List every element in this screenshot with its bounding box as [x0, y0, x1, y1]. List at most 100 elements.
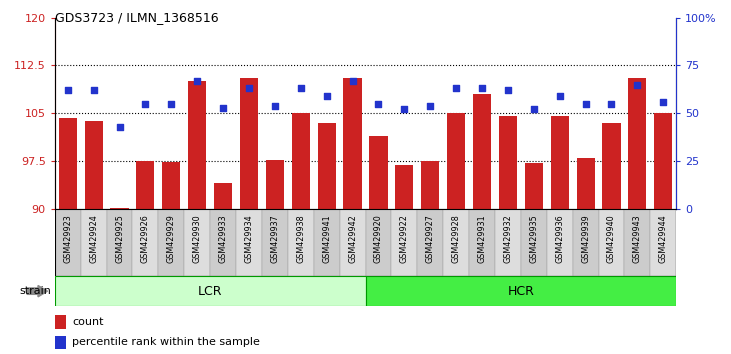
Bar — [469, 209, 495, 276]
Bar — [266, 160, 284, 209]
Point — [114, 124, 126, 130]
Point — [295, 86, 306, 91]
Bar — [550, 116, 569, 209]
Text: GSM429941: GSM429941 — [322, 214, 331, 263]
Bar — [214, 183, 232, 209]
Text: GSM429934: GSM429934 — [244, 214, 254, 263]
Text: GSM429920: GSM429920 — [374, 214, 383, 263]
Bar — [447, 113, 465, 209]
Bar — [473, 94, 491, 209]
Text: GSM429937: GSM429937 — [270, 214, 279, 263]
Bar — [110, 207, 129, 209]
Bar — [162, 162, 181, 209]
Text: GSM429927: GSM429927 — [425, 214, 435, 263]
Point — [217, 105, 229, 110]
Bar — [369, 136, 387, 209]
Text: GSM429936: GSM429936 — [555, 214, 564, 263]
Bar — [80, 209, 107, 276]
Bar — [651, 209, 676, 276]
Text: GSM429932: GSM429932 — [504, 214, 512, 263]
Bar — [525, 163, 543, 209]
Bar — [85, 121, 103, 209]
Bar — [262, 209, 288, 276]
Point — [269, 103, 281, 108]
Bar — [495, 209, 520, 276]
Bar — [443, 209, 469, 276]
Text: count: count — [72, 317, 103, 327]
Bar — [107, 209, 132, 276]
Bar — [344, 78, 362, 209]
Bar — [417, 209, 443, 276]
Point — [450, 86, 462, 91]
Bar — [624, 209, 651, 276]
Bar — [211, 209, 236, 276]
Bar — [317, 123, 336, 209]
Bar — [55, 315, 66, 329]
Point — [632, 82, 643, 87]
Text: GSM429930: GSM429930 — [193, 214, 202, 263]
Bar — [499, 116, 517, 209]
Bar — [55, 336, 66, 349]
Bar — [58, 118, 77, 209]
Bar — [184, 209, 211, 276]
Bar — [159, 209, 184, 276]
Point — [165, 101, 177, 107]
Bar — [654, 113, 673, 209]
Text: percentile rank within the sample: percentile rank within the sample — [72, 337, 260, 348]
Point — [425, 103, 436, 108]
Bar — [602, 123, 621, 209]
Point — [346, 78, 358, 84]
Point — [580, 101, 591, 107]
Text: LCR: LCR — [198, 285, 222, 298]
Bar — [391, 209, 417, 276]
Point — [62, 87, 74, 93]
Point — [192, 78, 203, 84]
Point — [88, 87, 99, 93]
Bar — [395, 165, 414, 209]
Text: GSM429943: GSM429943 — [633, 214, 642, 263]
Text: GSM429922: GSM429922 — [400, 214, 409, 263]
Bar — [628, 78, 646, 209]
Bar — [188, 81, 206, 209]
Point — [502, 87, 514, 93]
Text: GSM429942: GSM429942 — [348, 214, 357, 263]
Text: GSM429923: GSM429923 — [64, 214, 72, 263]
Bar — [599, 209, 624, 276]
Text: GSM429929: GSM429929 — [167, 214, 176, 263]
Text: GSM429928: GSM429928 — [452, 214, 461, 263]
Bar — [521, 209, 547, 276]
Point — [243, 86, 255, 91]
Point — [476, 86, 488, 91]
Text: GSM429940: GSM429940 — [607, 214, 616, 263]
Text: GSM429931: GSM429931 — [477, 214, 487, 263]
Bar — [340, 209, 366, 276]
Bar — [572, 209, 599, 276]
Text: GSM429924: GSM429924 — [89, 214, 98, 263]
Bar — [55, 276, 366, 306]
Bar — [421, 161, 439, 209]
Bar — [137, 161, 154, 209]
Text: HCR: HCR — [507, 285, 534, 298]
Point — [140, 101, 151, 107]
Text: GSM429926: GSM429926 — [141, 214, 150, 263]
Point — [373, 101, 385, 107]
Point — [605, 101, 617, 107]
Point — [321, 93, 333, 99]
Bar — [547, 209, 572, 276]
Bar — [577, 158, 594, 209]
Text: GSM429939: GSM429939 — [581, 214, 590, 263]
Bar — [132, 209, 159, 276]
Text: GSM429933: GSM429933 — [219, 214, 227, 263]
Text: GSM429938: GSM429938 — [296, 214, 306, 263]
Bar — [55, 209, 80, 276]
Text: GDS3723 / ILMN_1368516: GDS3723 / ILMN_1368516 — [55, 11, 219, 24]
Bar — [236, 209, 262, 276]
Bar — [366, 276, 676, 306]
Bar — [240, 78, 258, 209]
Bar — [288, 209, 314, 276]
Point — [657, 99, 669, 105]
Bar — [292, 113, 310, 209]
Text: GSM429944: GSM429944 — [659, 214, 667, 263]
Bar — [366, 209, 391, 276]
Point — [398, 107, 410, 112]
